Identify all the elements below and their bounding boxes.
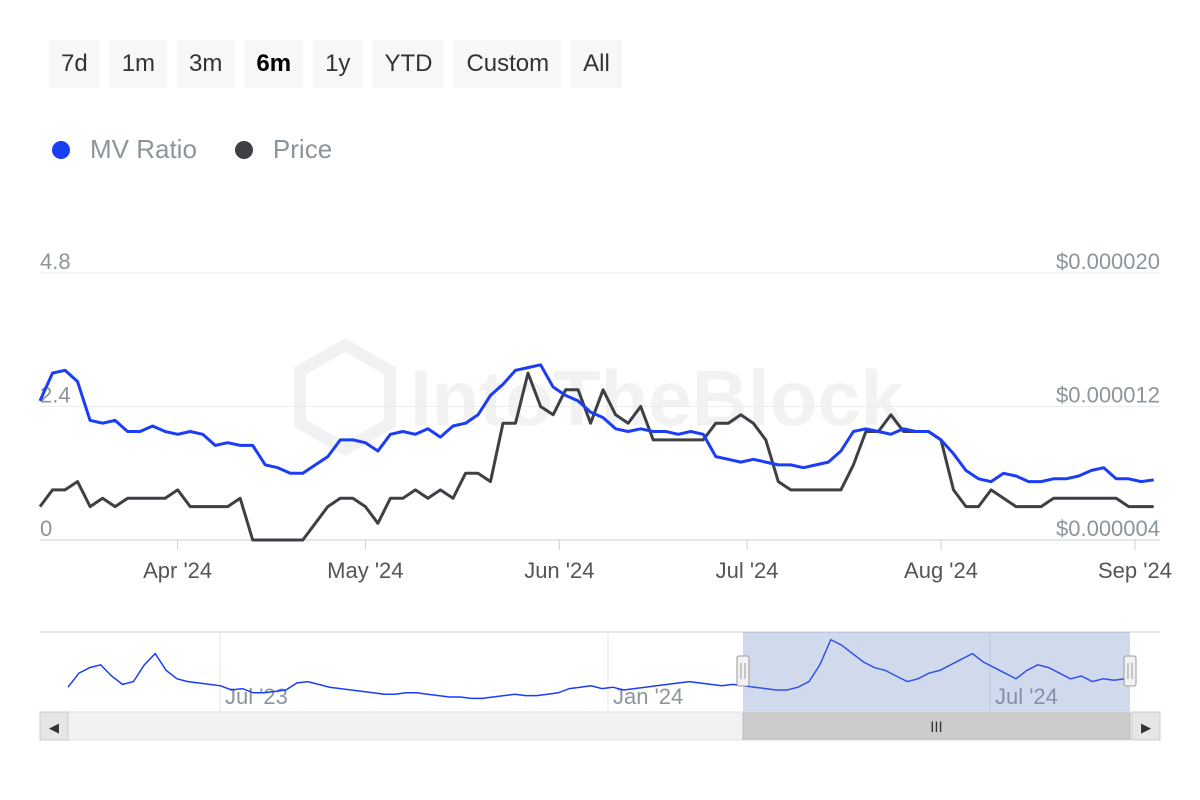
range-selector: 7d 1m 3m 6m 1y YTD Custom All [49, 40, 622, 88]
legend-item-mv-ratio[interactable]: MV Ratio [52, 134, 197, 165]
range-button-6m[interactable]: 6m [244, 40, 304, 88]
range-button-ytd[interactable]: YTD [372, 40, 445, 88]
y-right-tick-label: $0.000020 [1056, 249, 1160, 274]
navigator-handle-left[interactable] [736, 655, 750, 687]
scroll-left-button[interactable]: ◀ [39, 711, 69, 741]
watermark: IntoTheBlock [294, 338, 905, 456]
y-left-tick-label: 0 [40, 516, 52, 541]
watermark-text: IntoTheBlock [410, 354, 905, 442]
x-tick-label: Jul '24 [716, 558, 779, 583]
legend-dot-icon [52, 140, 70, 159]
watermark-logo-icon [294, 338, 396, 456]
scrollbar-thumb[interactable]: III [742, 712, 1131, 740]
legend-item-price[interactable]: Price [234, 134, 333, 165]
chevron-left-icon: ◀ [49, 721, 59, 736]
range-button-custom[interactable]: Custom [454, 40, 562, 88]
navigator-background [40, 632, 1160, 712]
legend-label: Price [272, 134, 333, 164]
grid [40, 272, 1160, 541]
range-button-all[interactable]: All [571, 40, 622, 88]
legend-label: MV Ratio [90, 134, 197, 164]
series-line-price [38, 371, 1154, 542]
x-tick-label: Sep '24 [1098, 558, 1172, 583]
x-axis: Apr '24 May '24 Jun '24 Jul '24 Aug '24 Sep '… [143, 540, 1172, 583]
scroll-right-button[interactable]: ▶ [1131, 711, 1161, 741]
x-tick-label: Jun '24 [524, 558, 594, 583]
x-tick-label: May '24 [327, 558, 403, 583]
y-left-tick-label: 2.4 [40, 383, 71, 408]
navigator-series-line [67, 638, 1126, 700]
x-tick-label: Aug '24 [904, 558, 978, 583]
y-left-tick-label: 4.8 [40, 249, 71, 274]
series-layer [38, 363, 1154, 542]
range-button-1m[interactable]: 1m [109, 40, 168, 88]
legend: MV Ratio Price [52, 134, 332, 165]
chevron-right-icon: ▶ [1141, 721, 1151, 736]
navigator-tick-label: Jan '24 [613, 684, 683, 709]
y-right-tick-label: $0.000012 [1056, 383, 1160, 408]
navigator-tick-label: Jul '23 [225, 684, 288, 709]
legend-dot-icon [234, 140, 253, 159]
navigator-selection[interactable] [743, 632, 1130, 712]
scrollbar-grip-icon: III [930, 720, 942, 736]
range-button-7d[interactable]: 7d [49, 40, 100, 88]
axes: 0 $0.000004 2.4 $0.000012 4.8 $0.000020 [40, 249, 1160, 541]
y-right-tick-label: $0.000004 [1056, 516, 1160, 541]
x-tick-label: Apr '24 [143, 558, 212, 583]
scrollbar[interactable]: ◀ ▶ III [39, 711, 1161, 741]
range-button-1y[interactable]: 1y [313, 40, 363, 88]
range-button-3m[interactable]: 3m [177, 40, 235, 88]
series-line-mv-ratio [38, 363, 1154, 484]
navigator-tick-label: Jul '24 [995, 684, 1058, 709]
navigator[interactable]: Jul '23 Jan '24 Jul '24 [40, 631, 1160, 712]
navigator-handle-right[interactable] [1123, 655, 1137, 687]
